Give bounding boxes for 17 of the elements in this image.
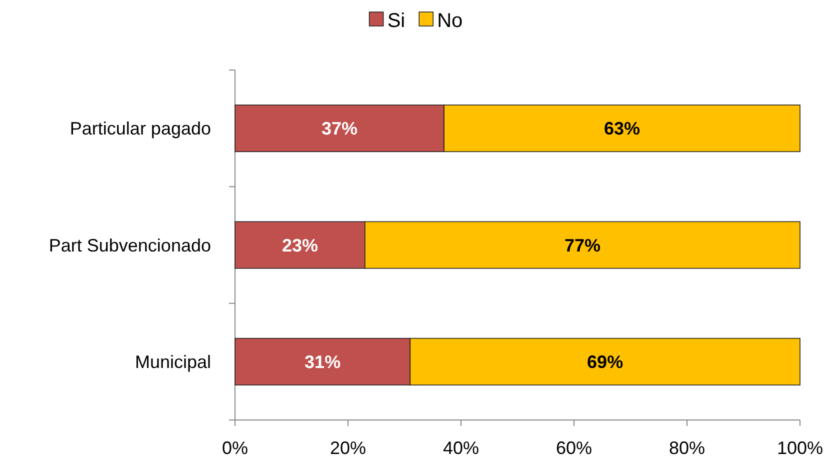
y-tick-label: Particular pagado xyxy=(70,118,211,139)
x-tick-label: 0% xyxy=(222,438,248,458)
legend-label: Si xyxy=(387,10,406,32)
x-tick-label: 20% xyxy=(330,438,366,458)
data-label: 31% xyxy=(304,352,341,372)
data-label: 69% xyxy=(587,352,624,372)
data-label: 63% xyxy=(604,118,640,139)
data-label: 37% xyxy=(322,118,358,139)
data-label: 23% xyxy=(282,235,318,256)
y-tick-label: Municipal xyxy=(134,352,211,372)
x-tick-label: 60% xyxy=(556,438,592,458)
x-tick-label: 40% xyxy=(442,438,480,458)
legend-label: No xyxy=(437,10,463,32)
data-label: 77% xyxy=(564,235,600,256)
x-tick-label: 100% xyxy=(776,438,824,458)
x-tick-label: 80% xyxy=(668,438,706,458)
y-tick-label: Part Subvencionado xyxy=(48,235,211,256)
